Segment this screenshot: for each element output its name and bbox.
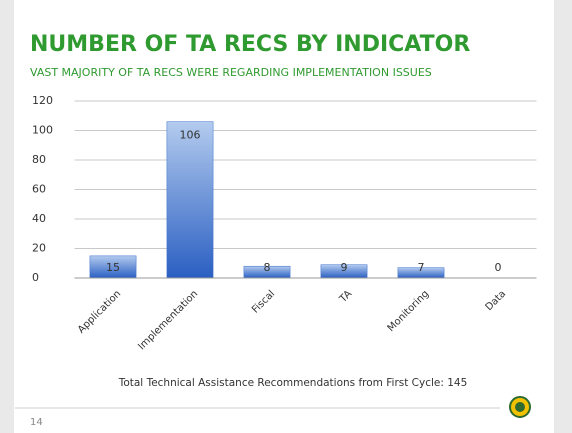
slide-subtitle: VAST MAJORITY OF TA RECS WERE REGARDING … — [30, 66, 432, 79]
y-tick-label: 20 — [32, 242, 46, 255]
data-label: 8 — [264, 261, 271, 274]
y-tick-label: 120 — [32, 94, 53, 107]
y-tick-label: 0 — [32, 271, 39, 284]
y-tick-label: 40 — [32, 212, 46, 225]
annotation: Total Technical Assistance Recommendatio… — [118, 377, 468, 389]
data-label: 7 — [418, 261, 425, 274]
data-label: 15 — [106, 261, 120, 274]
y-tick-label: 60 — [32, 183, 46, 196]
data-label: 106 — [180, 129, 201, 142]
y-tick-label: 80 — [32, 153, 46, 166]
bar — [166, 121, 214, 279]
slide-background — [14, 0, 554, 433]
page-number: 14 — [30, 417, 43, 428]
slide-title: NUMBER OF TA RECS BY INDICATOR — [30, 32, 470, 57]
y-tick-label: 100 — [32, 124, 53, 137]
data-label: 9 — [341, 261, 348, 274]
data-label: 0 — [495, 261, 502, 274]
logo — [509, 396, 531, 418]
